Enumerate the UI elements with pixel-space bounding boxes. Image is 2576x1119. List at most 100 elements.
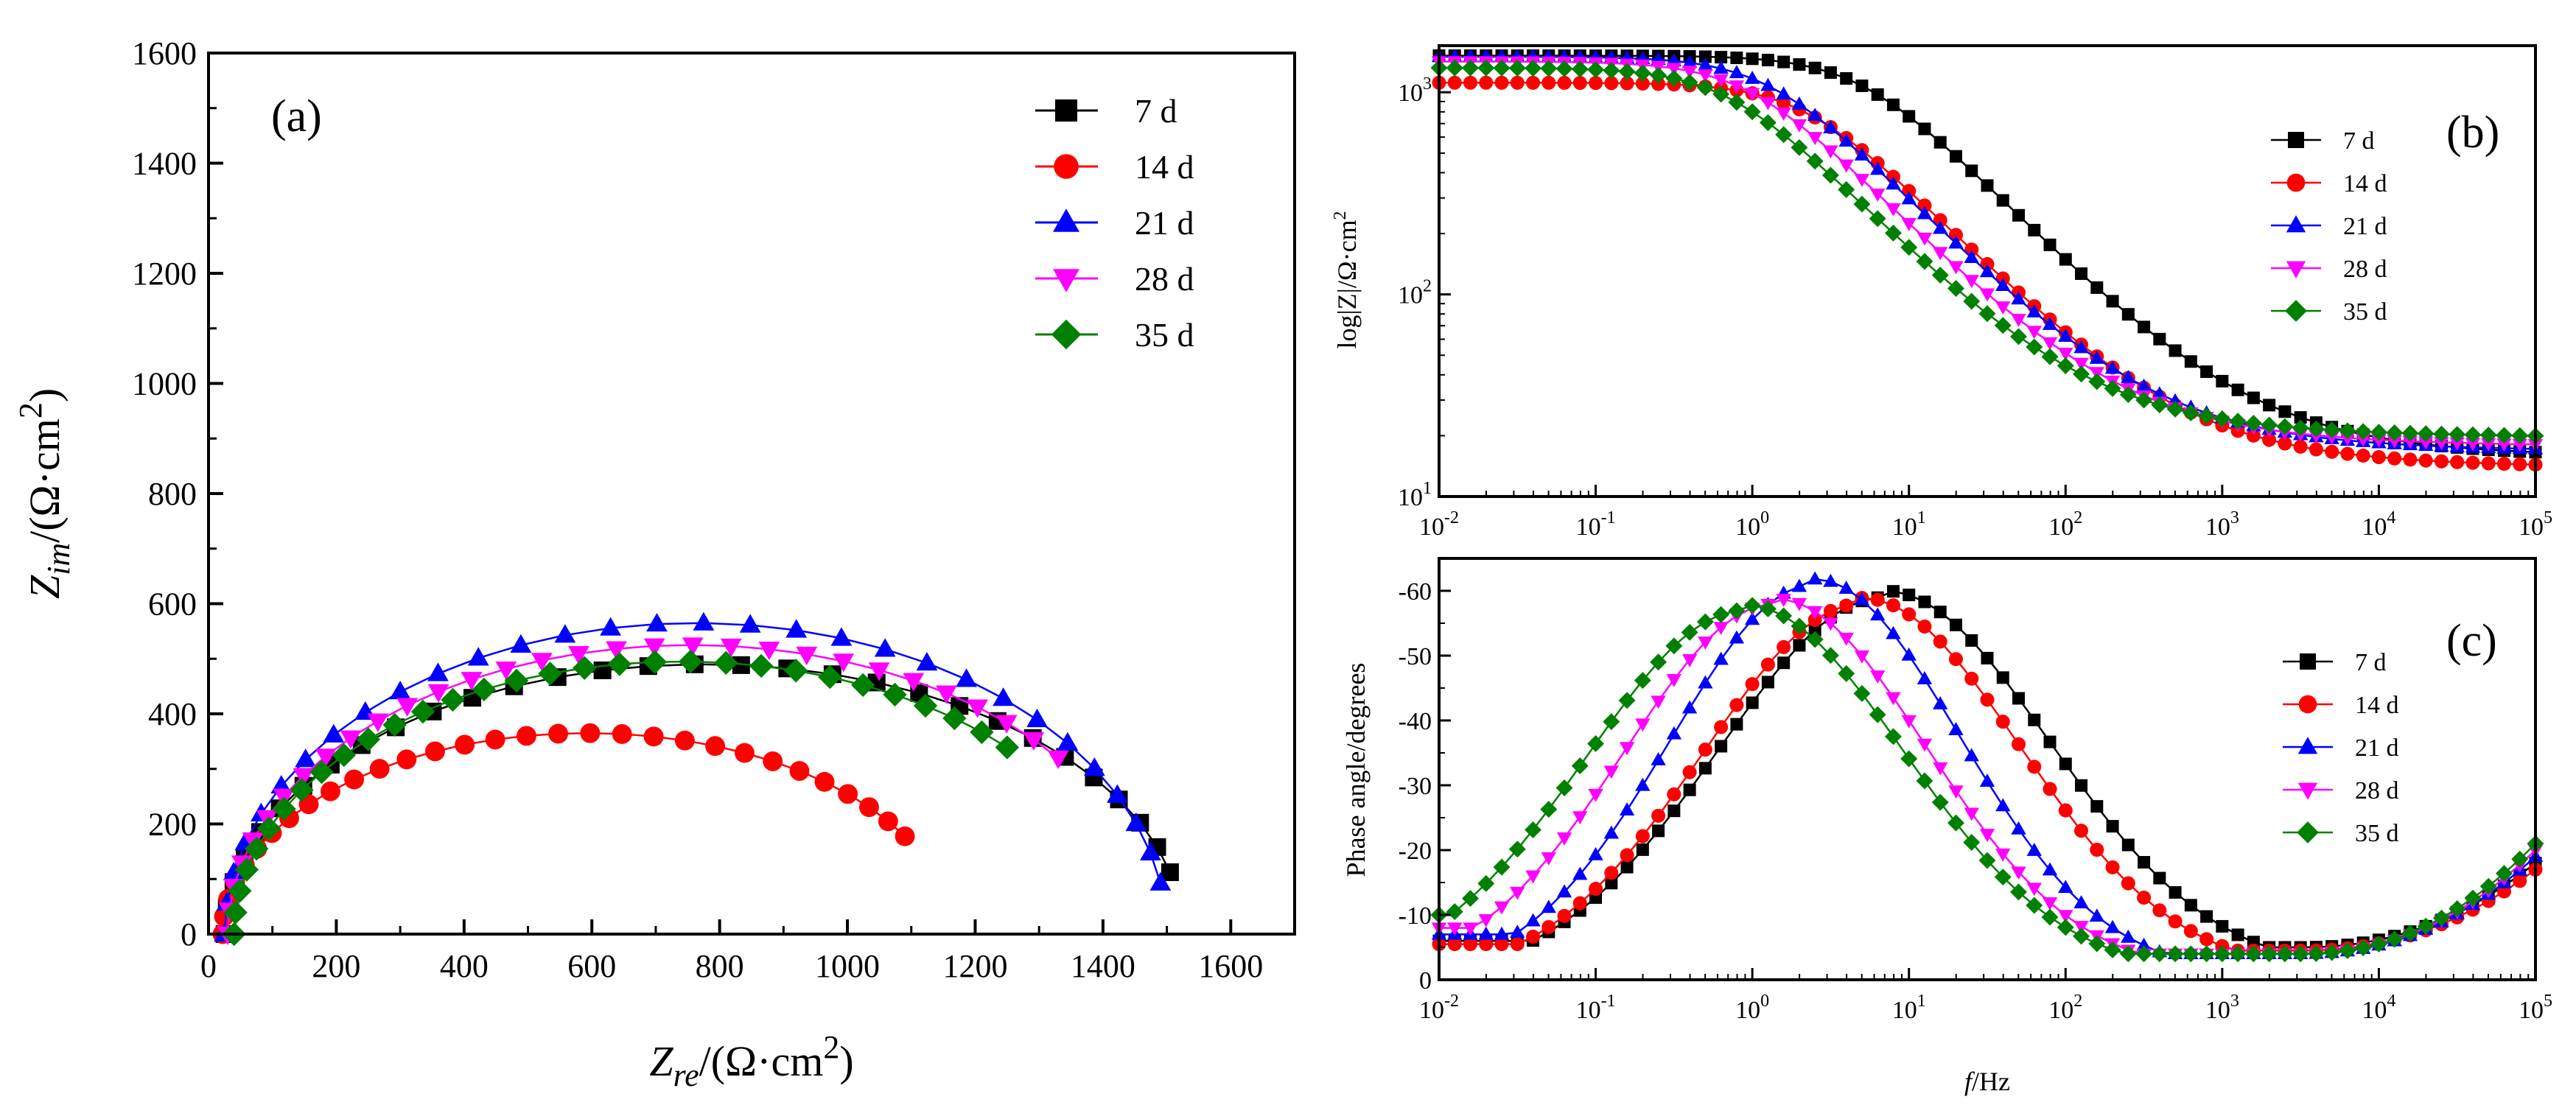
bode-phase-data-point xyxy=(1730,718,1743,731)
bode-modulus-data-point xyxy=(1933,220,1948,234)
bode-modulus-data-point xyxy=(1824,66,1837,79)
bode-modulus-legend: 7 d 14 d 21 d 28 d 35 d xyxy=(2271,127,2387,326)
bode-phase-data-point xyxy=(1917,738,1933,752)
nyquist-data-point xyxy=(1026,708,1048,728)
bode-phase-data-point xyxy=(1618,692,1636,709)
nyquist-data-point xyxy=(956,668,977,687)
bode-phase-data-point xyxy=(1776,594,1791,607)
bode-phase-data-point xyxy=(1947,814,1964,832)
bode-phase-data-point xyxy=(2011,737,2026,751)
bode-phase-data-point xyxy=(2151,945,2169,963)
bode-phase-data-point xyxy=(2058,803,2073,818)
bode-modulus-y-ticks: 101 102 103 xyxy=(1398,74,1451,511)
bode-phase-data-point xyxy=(1665,637,1683,655)
nyquist-data-point xyxy=(293,768,315,787)
x-tick-label: 104 xyxy=(2362,508,2395,541)
bode-modulus-data-point xyxy=(2136,378,2152,392)
nyquist-data-point xyxy=(441,687,465,712)
nyquist-data-point xyxy=(340,730,362,749)
bode-modulus-data-point xyxy=(1776,107,1791,121)
bode-modulus-data-point xyxy=(2339,422,2356,440)
nyquist-data-point xyxy=(517,726,536,746)
nyquist-data-point xyxy=(425,741,445,762)
nyquist-data-point xyxy=(995,735,1020,760)
bode-modulus-data-point xyxy=(2401,424,2419,442)
bode-modulus-data-point xyxy=(2496,427,2513,444)
bode-phase-data-point xyxy=(1698,636,1713,650)
bode-phase-data-point xyxy=(1979,829,1995,843)
bode-modulus-data-point xyxy=(1871,88,1884,101)
nyquist-data-point xyxy=(295,748,317,768)
legend-marker xyxy=(1055,99,1077,122)
bode-modulus-data-point xyxy=(1808,61,1821,74)
x-tick-label: 103 xyxy=(2205,992,2239,1024)
y-tick-label: 101 xyxy=(1398,479,1432,511)
bode-phase-data-point xyxy=(2136,937,2152,951)
nyquist-data-point xyxy=(739,614,761,633)
bode-phase-data-point xyxy=(1870,607,1886,621)
nyquist-data-point xyxy=(720,638,742,658)
x-tick-label: 105 xyxy=(2519,508,2552,541)
nyquist-y-axis-title: Zim/(Ω·cm2) xyxy=(13,388,77,599)
bode-phase-data-point xyxy=(1791,578,1807,592)
x-tick-label: 100 xyxy=(1735,508,1769,541)
bode-phase-data-point xyxy=(1588,788,1603,802)
bode-modulus-data-point xyxy=(1729,80,1745,94)
nyquist-data-point xyxy=(796,646,818,666)
bode-modulus-data-point xyxy=(1838,180,1855,198)
bode-modulus-data-point xyxy=(1886,98,1900,111)
bode-modulus-data-point xyxy=(2075,267,2088,280)
bode-modulus-data-point xyxy=(2356,448,2370,463)
bode-phase-data-point xyxy=(1541,899,1556,913)
nyquist-data-point xyxy=(472,677,497,702)
bode-phase-data-point xyxy=(1698,762,1712,775)
bode-phase-data-point xyxy=(2041,908,2059,926)
bode-phase-data-point xyxy=(1963,834,1981,851)
bode-modulus-data-point xyxy=(1760,77,1776,91)
nyquist-data-point xyxy=(830,627,853,646)
x-tick-label: 101 xyxy=(1892,508,1926,541)
bode-phase-data-point xyxy=(1886,598,1900,613)
bode-phase-data-point xyxy=(2449,900,2466,917)
nyquist-data-point xyxy=(504,668,529,693)
bode-phase-data-point xyxy=(1634,672,1651,690)
bode-phase-data-point xyxy=(1793,639,1806,652)
bode-modulus-data-point xyxy=(2089,351,2104,364)
nyquist-data-point xyxy=(510,634,532,653)
bode-phase-data-point xyxy=(1667,804,1681,818)
bode-modulus-data-point xyxy=(2292,419,2309,437)
bode-phase-data-point xyxy=(1714,720,1729,734)
bode-modulus-data-point xyxy=(1949,150,1962,163)
bode-modulus-data-point xyxy=(1463,75,1478,90)
nyquist-x-ticks: 0 200 400 600 800 1000 1200 1400 1600 xyxy=(200,919,1263,984)
nyquist-data-point xyxy=(396,698,419,717)
bode-phase-data-point xyxy=(1775,607,1793,625)
bode-modulus-data-point xyxy=(2213,410,2231,427)
bode-modulus-data-point xyxy=(2058,348,2073,361)
bode-modulus-data-point xyxy=(2247,391,2260,404)
bode-modulus-data-point xyxy=(2028,223,2041,236)
bode-phase-data-point xyxy=(2026,842,2042,856)
bode-modulus-data-point xyxy=(1901,217,1917,231)
bode-modulus-data-point xyxy=(1540,60,1558,77)
legend-label: 35 d xyxy=(1135,316,1194,354)
bode-phase-data-point xyxy=(1886,692,1901,706)
bode-modulus-data-point xyxy=(2057,357,2074,374)
bode-phase-data-point xyxy=(1620,860,1634,874)
bode-modulus-data-point xyxy=(2387,435,2402,449)
bode-modulus-data-point xyxy=(1917,206,1933,220)
bode-modulus-data-point xyxy=(2432,425,2450,443)
nyquist-data-point xyxy=(970,720,994,745)
bode-phase-data-point xyxy=(1777,639,1791,654)
bode-modulus-data-point xyxy=(1712,85,1730,103)
x-tick-label: 600 xyxy=(567,948,616,984)
bode-modulus-data-point xyxy=(1604,76,1619,91)
bode-modulus-data-point xyxy=(1650,66,1667,84)
nyquist-data-point xyxy=(427,662,449,681)
bode-modulus-data-point xyxy=(2184,355,2197,368)
bode-modulus-data-point xyxy=(2434,437,2449,451)
bode-phase-data-point xyxy=(1838,632,1854,646)
bode-phase-data-point xyxy=(1761,676,1774,689)
bode-modulus-data-point xyxy=(1744,71,1760,84)
bode-phase-data-point xyxy=(1510,886,1525,900)
